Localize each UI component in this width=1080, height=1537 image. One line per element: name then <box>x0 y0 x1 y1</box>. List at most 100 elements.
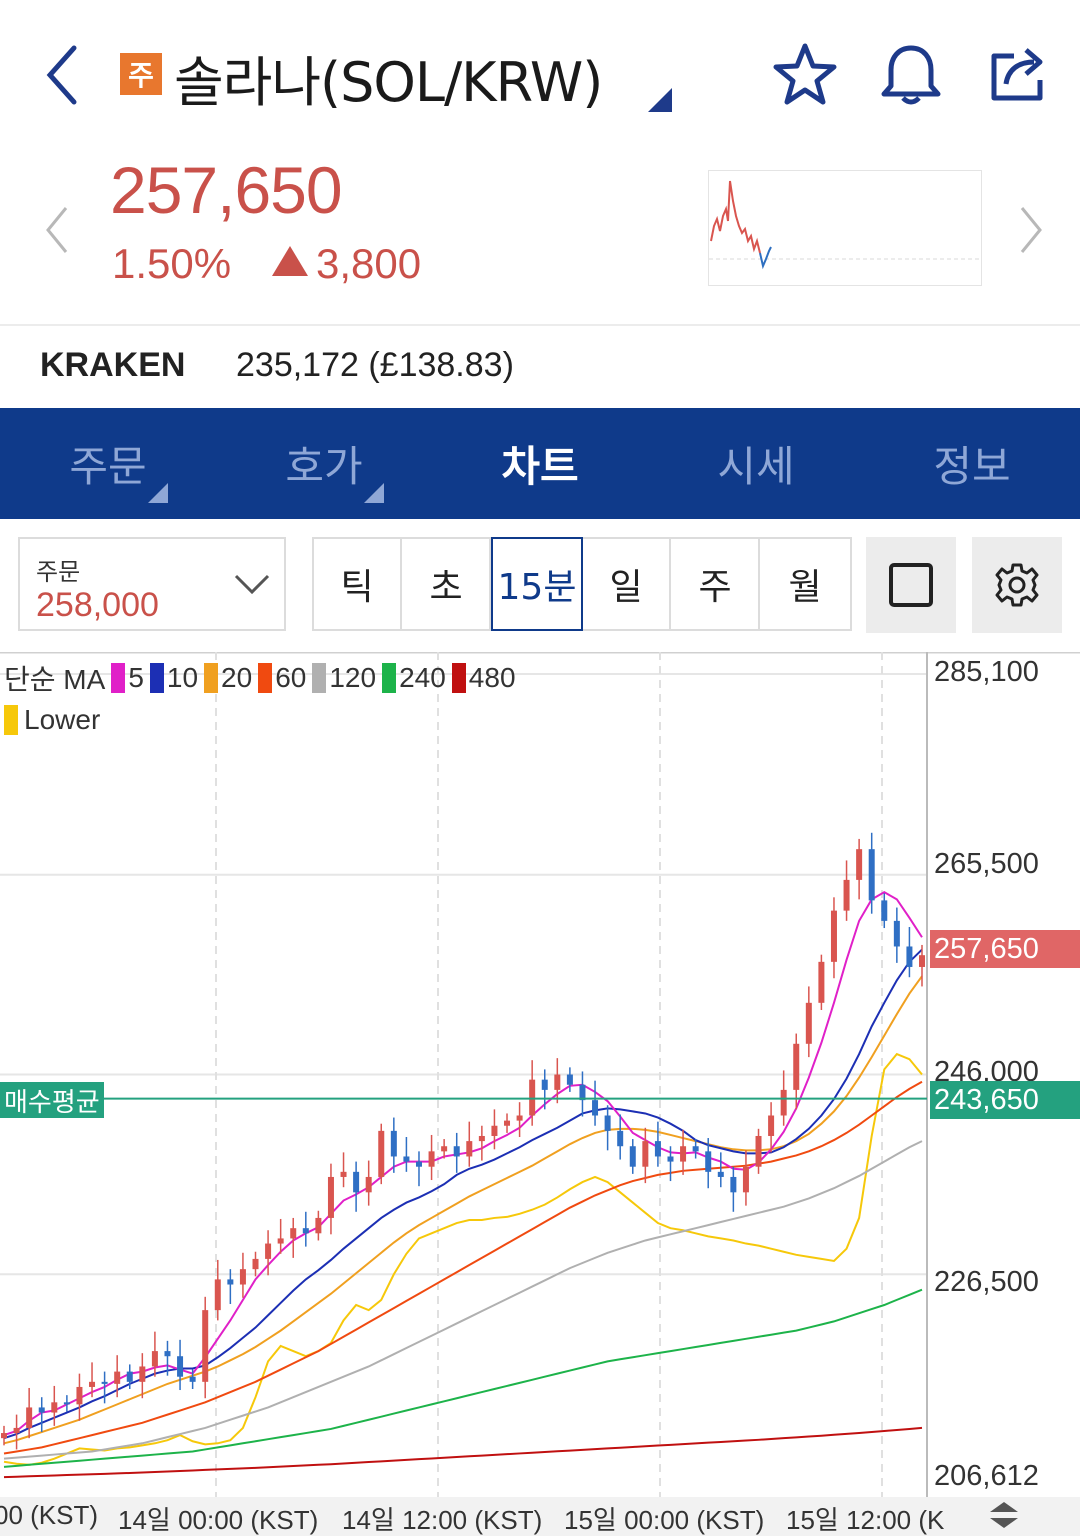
candle-body <box>1 1433 7 1439</box>
period-second[interactable]: 초 <box>403 539 491 629</box>
candle-body <box>76 1386 83 1405</box>
share-icon[interactable] <box>984 40 1054 110</box>
tab-bar <box>0 408 1080 519</box>
scroll-handle-icon[interactable] <box>984 1500 1024 1530</box>
candle-body <box>604 1115 611 1131</box>
fullscreen-button[interactable] <box>866 537 956 633</box>
candle-body <box>202 1310 209 1382</box>
star-icon[interactable] <box>770 40 840 110</box>
lower-band-line <box>3 1052 923 1466</box>
y-tick: 226,500 <box>934 1266 1039 1298</box>
candle-body <box>667 1156 674 1162</box>
x-tick: 14일 00:00 (KST) <box>118 1505 319 1535</box>
candle-body <box>818 961 825 1003</box>
title-dropdown-icon[interactable] <box>648 88 672 112</box>
lower-legend: Lower <box>4 704 100 736</box>
bell-icon[interactable] <box>876 40 946 110</box>
candle-body <box>265 1243 272 1259</box>
tab-info[interactable]: 정보 <box>933 442 1011 491</box>
candle-body <box>491 1125 498 1136</box>
candle-body <box>478 1135 485 1142</box>
candle-body <box>579 1084 586 1101</box>
ma-legend: 단순 MA 5 10 20 60 120 240 480 <box>4 658 516 698</box>
legend-swatch <box>312 663 327 693</box>
legend-item: 60 <box>275 662 307 693</box>
candle-body <box>692 1146 699 1152</box>
legend-item: 120 <box>329 662 377 693</box>
chevron-down-icon[interactable] <box>232 568 272 598</box>
legend-item: 20 <box>221 662 253 693</box>
candle-body <box>164 1351 171 1357</box>
legend-swatch <box>111 663 126 693</box>
candle-body <box>378 1130 385 1177</box>
period-tick[interactable]: 틱 <box>314 539 402 629</box>
tab-chart[interactable]: 차트 <box>501 442 579 491</box>
candle-body <box>453 1146 460 1157</box>
candle-body <box>63 1402 70 1405</box>
y-tick: 265,500 <box>934 848 1039 880</box>
candle-body <box>541 1079 548 1090</box>
price-chart[interactable] <box>0 652 1080 1536</box>
y-tick: 285,100 <box>934 656 1039 688</box>
candle-body <box>730 1176 737 1193</box>
settings-button[interactable] <box>972 537 1062 633</box>
prev-asset-icon[interactable] <box>40 200 80 260</box>
candle-body <box>843 879 850 911</box>
legend-item: 240 <box>399 662 446 693</box>
candle-body <box>239 1269 246 1285</box>
change-amount: 3,800 <box>272 240 421 288</box>
candle-body <box>780 1089 787 1116</box>
x-tick: 15일 12:00 (K <box>786 1505 945 1535</box>
candle-body <box>768 1115 775 1136</box>
candle-body <box>290 1228 297 1239</box>
divider <box>0 324 1080 326</box>
period-15min[interactable]: 15분 <box>491 537 583 631</box>
candle-body <box>466 1141 473 1157</box>
candle-body <box>390 1130 397 1157</box>
candle-body <box>717 1171 724 1177</box>
period-month[interactable]: 월 <box>788 567 822 608</box>
mini-chart <box>708 170 982 286</box>
candle-body <box>365 1176 372 1193</box>
candle-body <box>428 1151 435 1167</box>
ma120-line <box>3 1140 923 1460</box>
candle-body <box>403 1156 410 1162</box>
tab-market[interactable]: 시세 <box>717 442 795 491</box>
candle-body <box>214 1279 221 1311</box>
candle-body <box>592 1100 599 1116</box>
ma60-line <box>3 1080 923 1455</box>
x-tick: 14일 12:00 (KST) <box>342 1505 543 1535</box>
next-asset-icon[interactable] <box>1010 200 1050 260</box>
candle-body <box>742 1166 749 1193</box>
tab-order[interactable]: 주문 <box>0 408 216 519</box>
candle-body <box>26 1407 33 1428</box>
candle-body <box>856 849 863 880</box>
candle-body <box>302 1228 309 1234</box>
back-icon[interactable] <box>40 40 90 110</box>
legend-swatch <box>258 663 273 693</box>
candle-body <box>529 1079 536 1116</box>
candle-body <box>177 1356 184 1377</box>
legend-item: 10 <box>166 662 199 693</box>
legend-swatch <box>4 705 18 735</box>
candle-body <box>441 1146 448 1152</box>
candle-body <box>680 1146 687 1162</box>
tab-orderbook[interactable]: 호가 <box>216 408 432 519</box>
candle-body <box>755 1135 762 1167</box>
candle-body <box>516 1115 523 1121</box>
period-day[interactable]: 일 <box>583 539 671 629</box>
gear-icon <box>995 563 1039 607</box>
tab-dropdown-icon <box>148 483 168 503</box>
candle-body <box>919 955 925 967</box>
ma5-line <box>3 891 923 1437</box>
legend-swatch <box>149 663 164 693</box>
exchange-price: 235,172 (£138.83) <box>236 346 514 384</box>
page-title[interactable]: 솔라나(SOL/KRW) <box>174 51 603 114</box>
candle-body <box>793 1043 800 1090</box>
candle-body <box>353 1171 360 1193</box>
candle-body <box>504 1120 511 1126</box>
order-price-select[interactable] <box>18 537 286 631</box>
period-week[interactable]: 주 <box>672 539 760 629</box>
candle-body <box>705 1151 712 1172</box>
legend-swatch <box>382 663 397 693</box>
